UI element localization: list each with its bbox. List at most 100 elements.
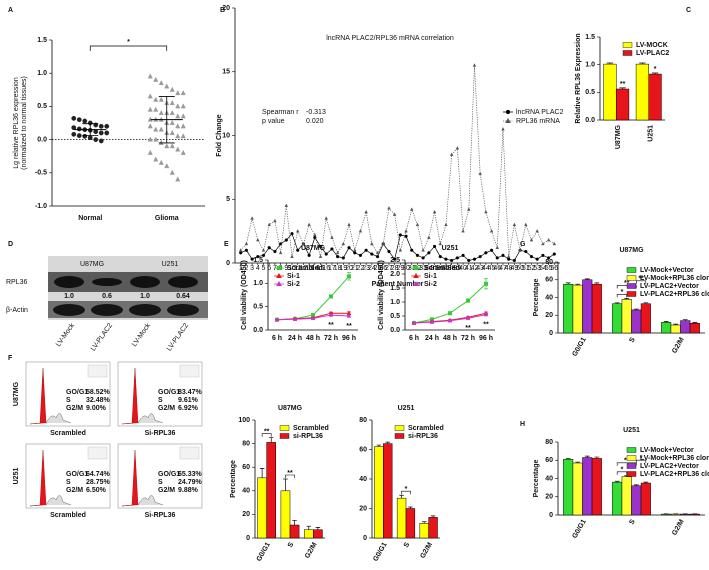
y-tick-label: 1.0 (253, 280, 263, 287)
marker (335, 250, 340, 255)
bar (582, 457, 593, 516)
x-tick-label: 23 (362, 265, 370, 272)
phase-label: G2/M (158, 487, 175, 494)
y-tick-label: 60 (242, 464, 250, 471)
marker (450, 258, 454, 263)
error-bar (594, 456, 600, 459)
x-tick-label: 25 (374, 265, 382, 272)
marker (495, 245, 500, 250)
blot-band (168, 276, 198, 288)
error-bar (430, 515, 436, 518)
marker (358, 253, 363, 257)
y-tick-label: 0.5 (253, 304, 263, 311)
legend-label: LV-Mock+RPL36 clone (640, 275, 709, 282)
marker (478, 171, 482, 176)
y-tick-label: 20 (359, 505, 367, 512)
x-tick-label: 19 (339, 265, 347, 272)
legend-swatch (626, 267, 637, 273)
phase-value: 28.75% (86, 479, 111, 486)
legend-label: Scrambled (424, 265, 460, 272)
marker (169, 119, 175, 125)
row-label: U251 (13, 468, 20, 485)
legend-label: LV-MOCK (636, 42, 668, 49)
significance-label: ** (624, 458, 630, 465)
marker (273, 249, 277, 254)
ratio-label: 1.0 (140, 293, 150, 300)
error-bar (639, 62, 646, 65)
significance-label: * (127, 39, 130, 46)
marker (427, 251, 431, 255)
marker (472, 257, 477, 261)
marker (455, 146, 460, 150)
x-tick-label: 56 (550, 265, 558, 272)
chart-title: U251 (398, 405, 415, 412)
significance-bracket (635, 459, 647, 464)
bar (591, 458, 602, 516)
x-tick-label: 20 (345, 265, 353, 272)
marker (411, 320, 417, 325)
phase-label: G2/M (66, 405, 83, 412)
marker (535, 257, 539, 261)
marker (448, 311, 453, 316)
marker (76, 117, 82, 123)
y-tick-label: -0.5 (35, 170, 47, 177)
error-bar (584, 278, 590, 280)
marker (290, 254, 294, 258)
marker (404, 228, 408, 233)
panel-label: F (8, 355, 13, 362)
x-tick-label: 3 (250, 265, 254, 272)
marker (489, 248, 494, 252)
y-tick-label: 1.5 (253, 257, 263, 264)
marker (147, 136, 153, 142)
phase-label: GO/G1 (158, 471, 180, 478)
marker (180, 133, 186, 139)
marker (175, 176, 181, 182)
row-label: RPL36 (6, 279, 28, 286)
marker (250, 216, 254, 220)
y-axis-label: Cell viability (OD450) (241, 260, 248, 330)
marker (461, 228, 465, 233)
error-bar (682, 319, 688, 321)
marker (153, 96, 159, 102)
histogram-art (45, 495, 72, 506)
legend-swatch (626, 291, 637, 297)
phase-label: G2/M (66, 487, 83, 494)
marker (244, 241, 249, 246)
marker (546, 256, 551, 260)
significance-label: * (621, 467, 624, 474)
histogram-key (179, 364, 200, 378)
panel-label: D (8, 241, 13, 248)
marker (164, 163, 170, 169)
bar (405, 508, 416, 539)
marker (393, 257, 397, 261)
histogram-key (87, 446, 108, 460)
error-bar (594, 282, 600, 285)
legend-label: Si-1 (424, 273, 437, 280)
marker (347, 274, 352, 279)
marker (158, 96, 164, 102)
error-bar (283, 478, 288, 491)
x-tick-label: 96 h (479, 335, 493, 342)
marker (392, 212, 397, 216)
marker (295, 228, 300, 233)
error-bar (643, 481, 649, 484)
histogram-art (45, 413, 72, 424)
chart-title: U251 (623, 427, 640, 434)
marker (387, 249, 391, 254)
legend-swatch (626, 447, 637, 453)
phase-label: S (66, 397, 71, 404)
significance-label: * (654, 66, 657, 73)
significance-label: ** (465, 325, 471, 332)
bar (303, 529, 314, 539)
y-tick-label: 20 (242, 511, 250, 518)
legend-swatch (622, 50, 633, 56)
marker (465, 315, 471, 320)
y-axis-label: (normalized to normal tissues) (21, 76, 28, 170)
marker (432, 209, 437, 214)
flow-caption: Si-RPL36 (145, 430, 176, 437)
marker (267, 222, 271, 227)
error-bar (385, 441, 390, 444)
y-tick-label: 80 (545, 439, 553, 446)
bar (563, 459, 574, 516)
error-bar (259, 468, 265, 478)
